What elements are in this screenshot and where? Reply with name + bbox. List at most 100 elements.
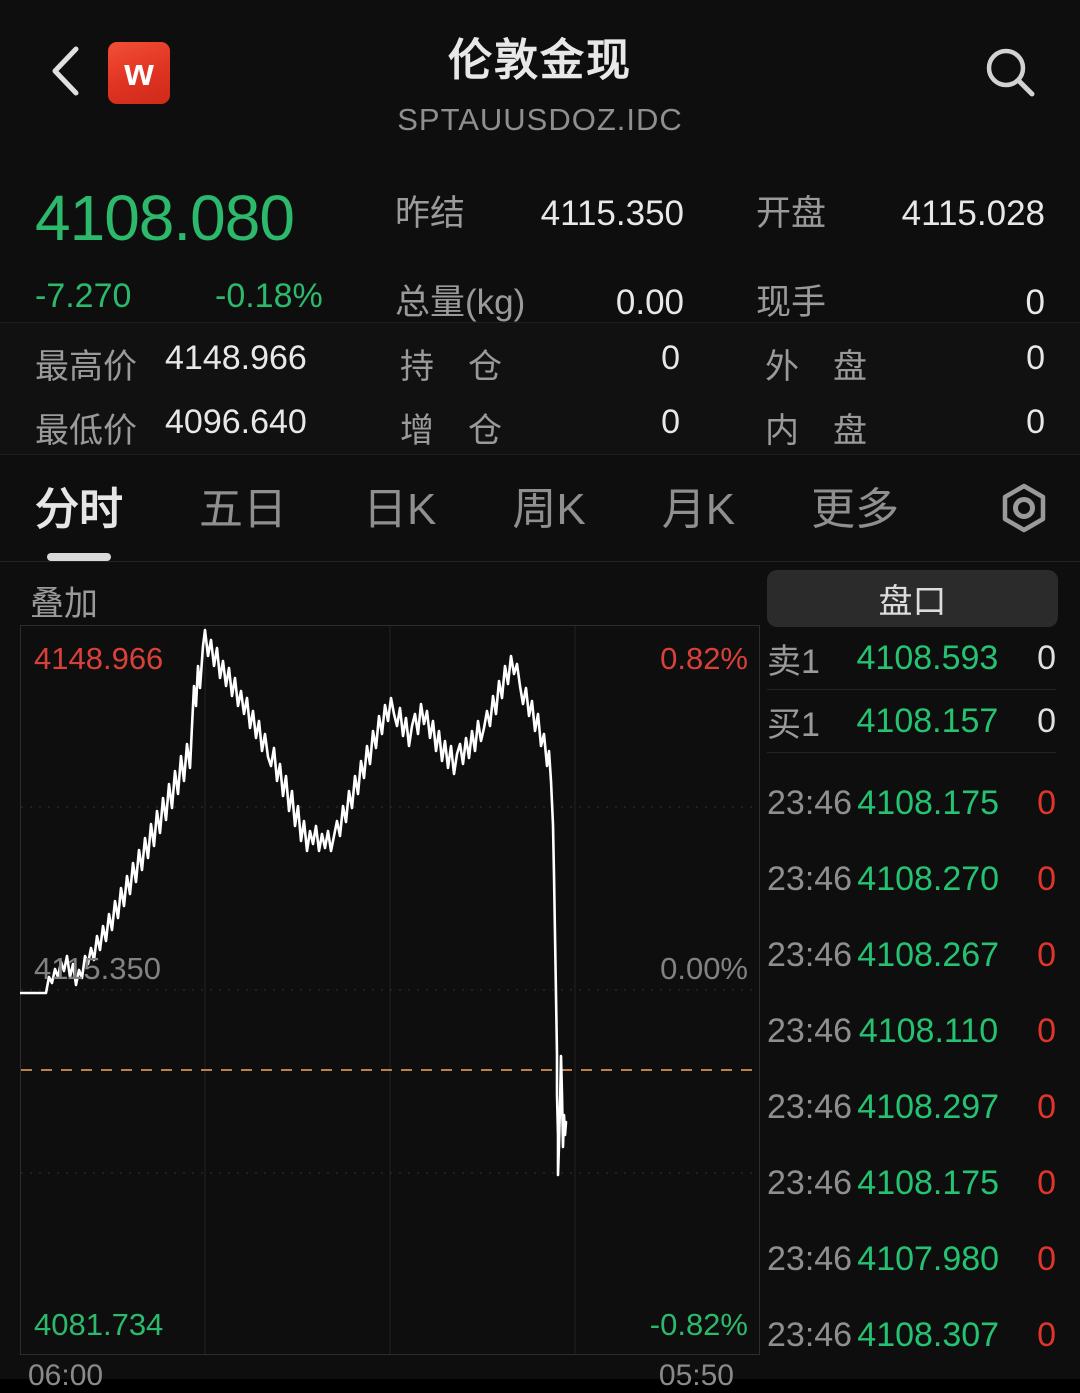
- field-value: 0: [1025, 283, 1045, 322]
- trade-price: 4108.175: [857, 783, 1000, 822]
- x-label-end: 05:50: [658, 1359, 734, 1392]
- tab-monthly-k[interactable]: 月K: [661, 485, 736, 534]
- stat-label: 内 盘: [765, 412, 867, 450]
- tab-more[interactable]: 更多: [811, 485, 900, 534]
- stat-label: 最高价: [35, 348, 137, 386]
- stat-label: 持 仓: [400, 348, 502, 386]
- tab-daily-k[interactable]: 日K: [363, 485, 437, 534]
- trade-price: 4108.270: [857, 859, 1000, 898]
- trade-tick-list[interactable]: 23:46 4108.175 0 23:46 4108.270 0 23:46 …: [765, 765, 1058, 1373]
- field-value: 4115.028: [901, 194, 1045, 233]
- trade-volume: 0: [1037, 783, 1056, 822]
- stat-value: 0: [1026, 403, 1045, 441]
- field-open: 开盘 4115.028: [756, 185, 1045, 236]
- buy-1-row: 买1 4108.157 0: [765, 690, 1058, 752]
- y-label-low-pct: -0.82%: [649, 1307, 748, 1342]
- trade-time: 23:46: [767, 935, 853, 974]
- trade-time: 23:46: [767, 1163, 853, 1202]
- tab-intraday[interactable]: 分时: [35, 473, 123, 561]
- stat-high: 最高价 4148.966: [35, 339, 330, 388]
- sell-1-row: 卖1 4108.593 0: [765, 627, 1058, 689]
- stat-value: 4148.966: [165, 339, 307, 377]
- stat-label: 增 仓: [400, 412, 502, 450]
- trade-time: 23:46: [767, 783, 853, 822]
- sell-1-price: 4108.593: [856, 638, 999, 677]
- divider: [767, 752, 1056, 753]
- trade-time: 23:46: [767, 1239, 853, 1278]
- field-label: 总量(kg): [395, 283, 526, 322]
- trade-time: 23:46: [767, 1315, 853, 1354]
- page-title: 伦敦金现: [448, 36, 632, 85]
- stat-increase-interest: 增 仓 0: [400, 403, 680, 452]
- order-book-button[interactable]: 盘口: [767, 570, 1058, 627]
- stat-value: 0: [661, 339, 680, 377]
- price-change-percent: -0.18%: [215, 277, 323, 315]
- stat-value: 4096.640: [165, 403, 307, 441]
- stat-value: 0: [661, 403, 680, 441]
- trade-price: 4107.980: [857, 1239, 1000, 1278]
- trade-price: 4108.110: [858, 1011, 999, 1050]
- trade-volume: 0: [1037, 1239, 1056, 1278]
- trade-volume: 0: [1037, 1163, 1056, 1202]
- trade-volume: 0: [1037, 859, 1056, 898]
- trade-price: 4108.267: [857, 935, 1000, 974]
- field-label: 昨结: [395, 194, 466, 233]
- trade-volume: 0: [1037, 1087, 1056, 1126]
- chart-settings-button[interactable]: [998, 480, 1050, 536]
- x-label-start: 06:00: [28, 1359, 104, 1392]
- stat-open-interest: 持 仓 0: [400, 339, 680, 388]
- gear-icon: [1002, 483, 1046, 533]
- trade-row: 23:46 4108.307 0: [765, 1297, 1058, 1373]
- buy-1-price: 4108.157: [856, 701, 999, 740]
- y-label-low: 4081.734: [34, 1307, 164, 1342]
- stat-label: 外 盘: [765, 348, 867, 386]
- tab-weekly-k[interactable]: 周K: [512, 485, 586, 534]
- order-book-panel[interactable]: 盘口 卖1 4108.593 0 买1 4108.157 0 23:46 410…: [765, 562, 1080, 1393]
- trade-row: 23:46 4108.297 0: [765, 1069, 1058, 1145]
- overlay-button[interactable]: 叠加: [30, 585, 98, 623]
- tab-five-day[interactable]: 五日: [199, 485, 287, 534]
- stat-low: 最低价 4096.640: [35, 403, 330, 452]
- stat-inner-volume: 内 盘 0: [765, 403, 1045, 452]
- instrument-code: SPTAUUSDOZ.IDC: [397, 102, 683, 137]
- trade-row: 23:46 4108.267 0: [765, 917, 1058, 993]
- price-line: [20, 628, 568, 1177]
- buy-1-label: 买1: [767, 705, 820, 744]
- y-label-high-pct: 0.82%: [660, 641, 748, 676]
- trade-volume: 0: [1037, 1315, 1056, 1354]
- period-tabs: 分时 五日 日K 周K 月K 更多: [0, 455, 1080, 562]
- last-price: 4108.080: [35, 182, 295, 254]
- trade-price: 4108.175: [857, 1163, 1000, 1202]
- trade-price: 4108.307: [857, 1315, 1000, 1354]
- search-button[interactable]: [980, 42, 1040, 102]
- field-current-lot: 现手 0: [756, 274, 1045, 325]
- divider: [767, 689, 1056, 690]
- chart-canvas: [20, 625, 760, 1355]
- trade-row: 23:46 4108.175 0: [765, 1145, 1058, 1221]
- trade-time: 23:46: [767, 1087, 853, 1126]
- stat-value: 0: [1026, 339, 1045, 377]
- trade-row: 23:46 4108.175 0: [765, 765, 1058, 841]
- quote-summary: 4108.080 -7.270 -0.18% 昨结 4115.350 开盘 41…: [0, 155, 1080, 322]
- y-label-mid: 4115.350: [34, 951, 161, 986]
- field-total-volume: 总量(kg) 0.00: [395, 274, 684, 325]
- trade-volume: 0: [1037, 1011, 1056, 1050]
- trade-row: 23:46 4107.980 0: [765, 1221, 1058, 1297]
- field-value: 0.00: [615, 283, 684, 322]
- trade-time: 23:46: [767, 859, 853, 898]
- chart-column: 叠加 4148.966 0.82% 4115.350 0.00% 4081.73…: [0, 562, 765, 1393]
- stat-outer-volume: 外 盘 0: [765, 339, 1045, 388]
- sell-1-label: 卖1: [767, 642, 820, 681]
- trade-time: 23:46: [767, 1011, 853, 1050]
- sell-1-volume: 0: [1037, 638, 1056, 677]
- back-chevron-icon: [52, 46, 79, 96]
- stats-section: 最高价 4148.966 持 仓 0 外 盘 0 最低价 4096.640 增 …: [0, 322, 1080, 455]
- back-button[interactable]: [48, 40, 94, 102]
- intraday-chart[interactable]: 4148.966 0.82% 4115.350 0.00% 4081.734 -…: [20, 625, 760, 1355]
- trade-volume: 0: [1037, 935, 1056, 974]
- search-icon: [986, 48, 1035, 97]
- trade-price: 4108.297: [857, 1087, 1000, 1126]
- buy-1-volume: 0: [1037, 701, 1056, 740]
- trade-row: 23:46 4108.270 0: [765, 841, 1058, 917]
- wind-app-logo[interactable]: w: [108, 42, 170, 104]
